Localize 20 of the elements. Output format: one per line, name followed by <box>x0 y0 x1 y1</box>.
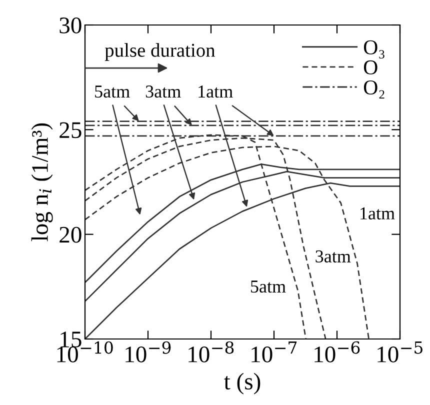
y-axis-title: log n$_{i}$ (1/m³) <box>31 123 53 242</box>
annotation: 5atm <box>251 280 286 293</box>
y-tick-label: 20 <box>60 226 82 243</box>
x-tick-label: 10$^{−8}$ <box>188 341 234 362</box>
x-tick-label: 10$^{−6}$ <box>314 341 360 362</box>
annotation: 1atm <box>198 86 233 98</box>
annotation: pulse duration <box>104 43 216 61</box>
legend-label: O <box>364 60 378 74</box>
legend-label: O₂ <box>364 80 384 99</box>
x-axis-title: t (s) <box>224 372 260 394</box>
x-tick-label: 10$^{−9}$ <box>126 341 171 362</box>
y-tick-label: 30 <box>60 17 82 34</box>
annotation: 3atm <box>146 86 181 98</box>
legend-label: O₃ <box>364 40 384 58</box>
annotation: 3atm <box>316 250 351 263</box>
x-tick-label: 10$^{−5}$ <box>378 342 422 362</box>
annotation: 1atm <box>360 207 395 220</box>
annotation: 5atm <box>95 86 130 98</box>
y-tick-label: 25 <box>60 122 82 138</box>
x-tick-label: 10$^{−7}$ <box>252 342 297 362</box>
